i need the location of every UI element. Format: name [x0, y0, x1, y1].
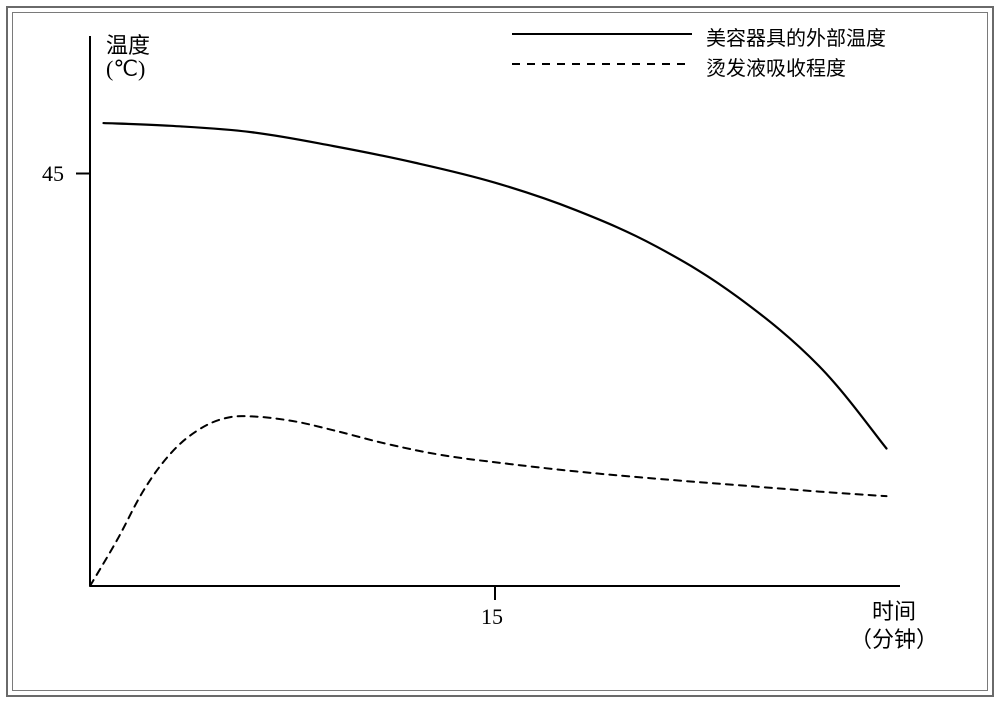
y-axis-title-line2: (℃)	[106, 56, 145, 82]
chart-canvas	[0, 0, 1000, 703]
series-external-temperature	[104, 123, 887, 448]
legend-label-1: 烫发液吸收程度	[706, 52, 846, 81]
x-axis-title-line2: （分钟）	[850, 622, 938, 654]
legend-label-0: 美容器具的外部温度	[706, 22, 886, 51]
y-tick-label: 45	[42, 161, 64, 187]
series-perm-liquid-absorption	[90, 416, 887, 586]
x-tick-label: 15	[481, 604, 503, 630]
